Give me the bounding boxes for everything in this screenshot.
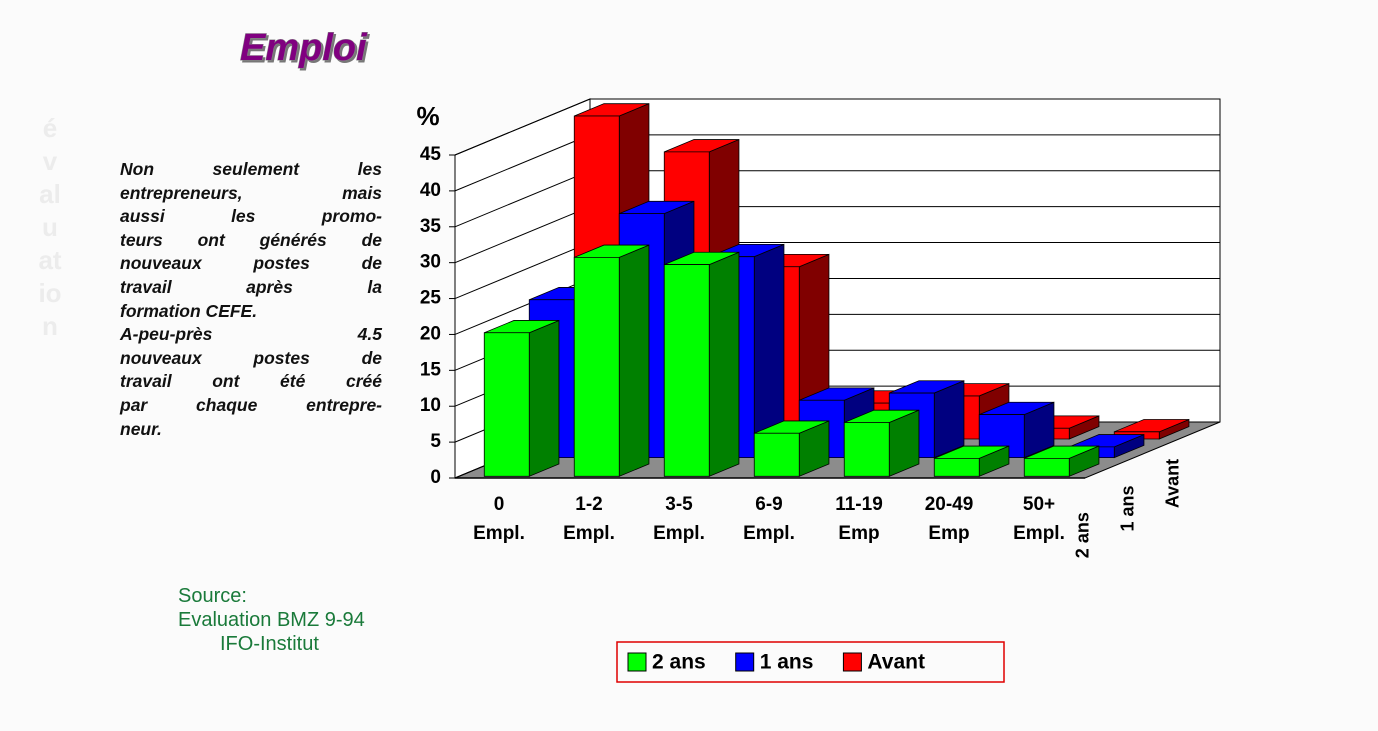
x-tick-label-line: 20-49 (925, 494, 974, 515)
bar (933, 445, 1010, 477)
grid-line (454, 242, 591, 300)
bar (483, 319, 560, 477)
legend-label: 2 ans (652, 651, 706, 674)
bar-front (1023, 457, 1070, 477)
source-line: IFO-Institut (220, 633, 319, 655)
y-tick-label: 25 (420, 288, 442, 309)
text-line: nouveaux postes de (120, 347, 382, 368)
text-line: A-peu-près 4.5 (120, 324, 382, 345)
source-line: Evaluation BMZ 9-94 (178, 609, 365, 631)
y-tick-label: 30 (420, 252, 441, 273)
source: Source: Evaluation BMZ 9-94 IFO-Institut (178, 584, 365, 656)
description: Non seulement les entrepreneurs, mais auss… (120, 158, 382, 441)
x-tick-label-line: Emp (838, 523, 879, 544)
bar (663, 251, 740, 477)
y-tick-label: 35 (420, 216, 442, 237)
bar-side (618, 244, 650, 477)
legend-swatch (842, 652, 862, 672)
bar-front (753, 432, 800, 477)
legend-swatch (735, 652, 755, 672)
legend-label: Avant (867, 651, 925, 674)
depth-label: Avant (1163, 459, 1183, 508)
y-axis-label: % (416, 101, 439, 131)
bar (753, 420, 830, 477)
bar-front (483, 332, 530, 477)
depth-label: 1 ans (1118, 485, 1138, 531)
text-line: Non seulement les (120, 159, 382, 179)
bar-front (843, 422, 890, 477)
depth-label: 2 ans (1073, 512, 1093, 558)
legend-swatch (627, 652, 647, 672)
text-line: teurs ont générés de (120, 229, 382, 250)
y-tick-label: 0 (430, 467, 441, 488)
legend-box (616, 641, 1005, 683)
x-tick-label-line: 11-19 (835, 494, 883, 515)
text-line: nouveaux postes de (120, 253, 382, 274)
x-tick-label-line: Empl. (743, 523, 795, 544)
text-line: travail ont été créé (120, 371, 382, 392)
text-line: aussi les promo- (120, 206, 382, 227)
bar (798, 387, 875, 459)
source-line: Source: (178, 585, 247, 607)
x-tick-label-line: 6-9 (755, 494, 782, 515)
bar-side (528, 319, 560, 477)
y-tick-label: 5 (430, 431, 441, 452)
x-tick-label-line: 3-5 (665, 494, 693, 515)
x-tick-label-line: Emp (928, 523, 969, 544)
text-line: par chaque entrepre- (120, 394, 382, 415)
x-tick-label: 20-49 Emp (925, 494, 974, 544)
x-tick-label-line: Empl. (653, 523, 705, 544)
text-line: entrepreneurs, mais (120, 182, 382, 203)
grid-line (454, 134, 591, 192)
bar (1023, 445, 1100, 477)
x-tick-label: 6-9 Empl. (743, 494, 795, 544)
grid-line (454, 170, 591, 228)
bar (843, 409, 920, 477)
x-tick-label: 1-2 Empl. (563, 494, 615, 544)
x-tick-label-line: 50+ (1023, 494, 1055, 515)
grid-line (454, 206, 591, 264)
x-tick-label: 11-19 Emp (835, 494, 883, 544)
side-watermark: évaluation (38, 113, 62, 341)
bar-side (708, 251, 740, 477)
y-tick-label: 40 (420, 180, 441, 201)
y-tick-label: 20 (420, 323, 441, 344)
text-line: neur. (120, 418, 162, 439)
bar-side (933, 380, 965, 459)
x-tick-label: 50+ Empl. (1013, 494, 1065, 544)
bar-front (663, 264, 710, 477)
text-line: travail après la (120, 276, 382, 297)
y-tick-label: 15 (420, 359, 442, 380)
x-tick-label: 0 Empl. (473, 494, 525, 544)
x-tick-label: 3-5 Empl. (653, 494, 705, 544)
x-tick-label-line: 1-2 (575, 494, 602, 515)
x-tick-label-line: 0 (494, 494, 505, 515)
x-tick-label-line: Empl. (1013, 523, 1065, 544)
bar-front (933, 457, 980, 477)
bar (573, 244, 650, 477)
x-tick-label-line: Empl. (563, 523, 615, 544)
grid-line (454, 98, 591, 156)
legend-label: 1 ans (760, 651, 814, 674)
text-line: formation CEFE. (120, 300, 258, 321)
y-tick-label: 10 (420, 395, 441, 416)
y-tick-label: 45 (420, 144, 442, 165)
chart-title: Emploi (240, 27, 368, 69)
bar-front (573, 256, 620, 477)
x-tick-label-line: Empl. (473, 523, 525, 544)
